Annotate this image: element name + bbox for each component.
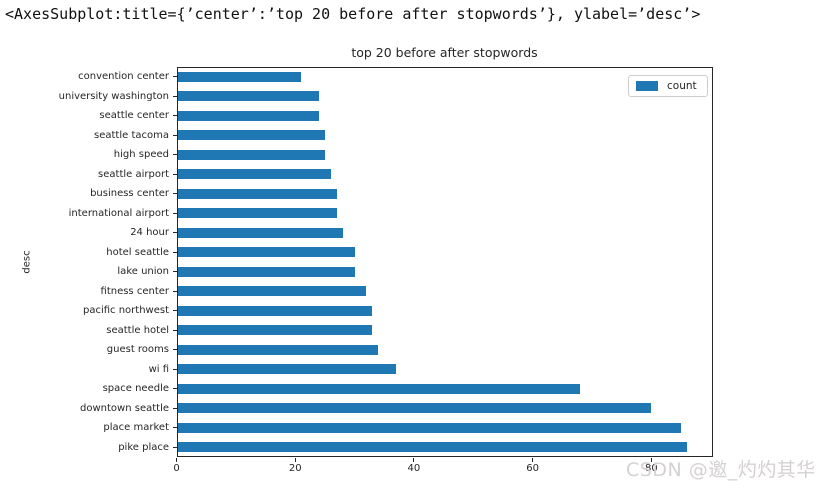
bar bbox=[176, 403, 652, 414]
y-tick-mark bbox=[172, 368, 177, 370]
bar bbox=[176, 364, 397, 375]
y-tick-label: downtown seattle bbox=[80, 402, 169, 414]
chart-title: top 20 before after stopwords bbox=[351, 45, 538, 60]
bar bbox=[176, 383, 581, 394]
x-tick-label: 0 bbox=[173, 463, 180, 474]
y-tick-label: seattle tacoma bbox=[94, 129, 169, 141]
y-tick-mark bbox=[172, 310, 177, 312]
y-tick-label: wi fi bbox=[148, 363, 169, 375]
x-tick-label: 40 bbox=[407, 463, 421, 474]
figure: top 20 before after stopwords desc count… bbox=[0, 28, 822, 495]
bar bbox=[176, 71, 302, 82]
y-tick-label: business center bbox=[90, 188, 169, 200]
x-tick-mark bbox=[413, 458, 415, 462]
y-tick-mark bbox=[172, 232, 177, 234]
y-tick-label: pacific northwest bbox=[82, 305, 169, 317]
bar bbox=[176, 247, 355, 258]
x-tick-mark bbox=[650, 458, 652, 462]
bar bbox=[176, 266, 355, 277]
y-tick-mark bbox=[172, 271, 177, 273]
bar bbox=[176, 169, 331, 180]
y-tick-label: pike place bbox=[118, 441, 169, 453]
y-tick-label: lake union bbox=[117, 266, 169, 278]
y-tick-mark bbox=[172, 76, 177, 78]
y-tick-mark bbox=[172, 388, 177, 390]
bar bbox=[176, 422, 682, 433]
y-tick-label: hotel seattle bbox=[106, 246, 169, 258]
bar bbox=[176, 227, 343, 238]
y-tick-label: university washington bbox=[58, 90, 169, 102]
y-tick-label: high speed bbox=[113, 149, 169, 161]
y-tick-mark bbox=[172, 193, 177, 195]
y-tick-label: seattle center bbox=[99, 110, 169, 122]
y-tick-label: international airport bbox=[68, 207, 169, 219]
x-tick-mark bbox=[176, 458, 177, 462]
x-tick-label: 60 bbox=[526, 463, 539, 474]
y-tick-label: guest rooms bbox=[106, 344, 169, 356]
y-tick-mark bbox=[172, 427, 177, 429]
bar bbox=[176, 325, 373, 336]
legend-label: count bbox=[667, 80, 697, 92]
bar bbox=[176, 286, 367, 297]
y-tick-mark bbox=[172, 173, 177, 175]
bar bbox=[176, 208, 337, 219]
bar bbox=[176, 149, 325, 160]
y-tick-mark bbox=[172, 134, 177, 136]
y-tick-mark bbox=[172, 329, 177, 331]
y-tick-mark bbox=[172, 212, 177, 214]
axes-repr-text: <AxesSubplot:title={’center’:’top 20 bef… bbox=[5, 5, 701, 23]
x-tick-mark bbox=[294, 458, 296, 462]
bar bbox=[176, 305, 373, 316]
bar bbox=[176, 442, 687, 453]
y-tick-label: fitness center bbox=[100, 285, 169, 297]
y-tick-label: place market bbox=[103, 422, 169, 434]
y-tick-label: seattle hotel bbox=[106, 324, 169, 336]
y-tick-label: seattle airport bbox=[98, 168, 169, 180]
bar bbox=[176, 188, 337, 199]
y-tick-mark bbox=[172, 95, 177, 97]
y-tick-label: convention center bbox=[78, 71, 169, 83]
bar bbox=[176, 91, 319, 102]
y-tick-mark bbox=[172, 407, 177, 409]
bar bbox=[176, 130, 325, 141]
x-tick-mark bbox=[532, 458, 534, 462]
y-tick-label: 24 hour bbox=[130, 227, 169, 239]
legend-swatch bbox=[636, 81, 658, 91]
y-tick-mark bbox=[172, 290, 177, 292]
plot-area bbox=[176, 67, 713, 457]
y-tick-mark bbox=[172, 154, 177, 156]
legend: count bbox=[628, 75, 708, 97]
y-tick-mark bbox=[172, 115, 177, 117]
y-tick-mark bbox=[172, 251, 177, 253]
y-tick-mark bbox=[172, 349, 177, 351]
y-tick-label: space needle bbox=[102, 383, 169, 395]
bar bbox=[176, 344, 379, 355]
bar bbox=[176, 110, 319, 121]
x-tick-label: 20 bbox=[288, 463, 302, 474]
x-tick-label: 80 bbox=[644, 463, 658, 474]
watermark: CSDN @邀_灼灼其华 bbox=[626, 459, 816, 481]
y-tick-mark bbox=[172, 446, 177, 448]
